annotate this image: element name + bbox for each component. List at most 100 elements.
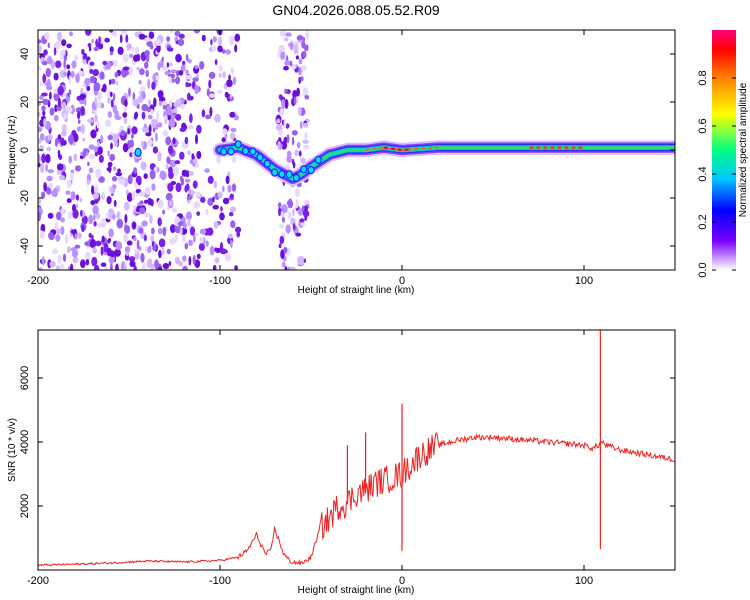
spectrogram-noise-blob	[151, 227, 155, 235]
spectrogram-ridge-blob	[285, 170, 293, 179]
spectrogram-xtick-label: -100	[209, 275, 231, 287]
spectrogram-noise-blob	[56, 228, 61, 235]
spectrogram-noise-blob	[174, 256, 181, 265]
spectrogram-noise-blob	[219, 242, 224, 252]
spectrogram-noise-blob	[148, 258, 153, 268]
spectrogram-noise-blob	[109, 51, 114, 56]
spectrogram-noise-blob	[162, 263, 170, 270]
spectrogram-noise-blob	[38, 111, 41, 118]
spectrogram-noise-blob	[284, 88, 288, 95]
spectrogram-noise-blob	[186, 150, 192, 155]
spectrogram-noise-blob	[109, 153, 116, 162]
spectrogram-noise-blob	[296, 87, 300, 97]
spectrogram-noise-blob	[46, 78, 51, 89]
spectrogram-noise-blob	[66, 179, 72, 189]
spectrogram-noise-blob	[38, 211, 41, 222]
spectrogram-noise-blob	[179, 227, 183, 236]
spectrogram-noise-blob	[132, 92, 136, 101]
spectrogram-noise-blob	[56, 265, 60, 270]
colorbar-gradient	[712, 30, 736, 270]
spectrogram-noise-blob	[214, 247, 218, 252]
spectrogram-noise-blob	[278, 207, 281, 217]
spectrogram-noise-blob	[170, 69, 177, 74]
spectrogram-noise-blob	[152, 245, 157, 251]
spectrogram-noise-blob	[157, 227, 163, 235]
spectrogram-noise-blob	[136, 66, 140, 71]
spectrogram-noise-blob	[88, 167, 94, 174]
spectrogram-noise-blob	[293, 96, 297, 106]
spectrogram-noise-blob	[66, 246, 71, 254]
spectrogram-noise-blob	[49, 260, 56, 268]
spectrogram-noise-blob	[84, 251, 91, 261]
spectrogram-noise-blob	[142, 262, 147, 270]
spectrogram-noise-blob	[80, 209, 83, 217]
spectrogram-noise-blob	[178, 70, 184, 76]
spectrogram-noise-blob	[149, 214, 153, 224]
spectrogram-noise-blob	[68, 31, 74, 37]
spectrogram-noise-blob	[179, 127, 186, 132]
spectrogram-noise-blob	[291, 136, 295, 146]
spectrogram-noise-blob	[231, 154, 237, 163]
spectrogram-noise-blob	[39, 144, 44, 152]
spectrogram-noise-blob	[204, 168, 210, 174]
spectrogram-noise-blob	[230, 67, 235, 75]
spectrogram-noise-blob	[110, 78, 116, 85]
spectrogram-noise-blob	[55, 234, 61, 242]
spectrogram-noise-blob	[135, 175, 142, 184]
spectrogram-noise-blob	[81, 48, 85, 55]
spectrogram-noise-blob	[89, 238, 97, 249]
spectrogram-noise-blob	[178, 33, 185, 39]
spectrogram-noise-blob	[58, 97, 61, 108]
spectrogram-noise-blob	[279, 30, 287, 37]
spectrogram-noise-blob	[144, 186, 151, 195]
spectrogram-noise-blob	[38, 198, 42, 204]
colorbar-tick-label: 0.6	[697, 118, 709, 133]
spectrogram-noise-blob	[82, 137, 86, 142]
spectrogram-noise-blob	[126, 192, 133, 202]
spectrogram-noise-blob	[46, 175, 53, 182]
spectrogram-noise-blob	[88, 154, 96, 159]
spectrogram-noise-blob	[228, 233, 233, 239]
spectrogram-noise-blob	[44, 32, 50, 40]
spectrogram-noise-blob	[289, 266, 296, 270]
spectrogram-noise-blob	[194, 64, 199, 70]
spectrogram-noise-blob	[97, 91, 102, 102]
spectrogram-noise-blob	[114, 248, 121, 257]
spectrogram-noise-blob	[41, 191, 46, 199]
spectrogram-noise-blob	[222, 197, 230, 205]
spectrogram-noise-blob	[49, 91, 52, 100]
spectrogram-noise-blob	[174, 160, 181, 165]
spectrogram-noise-blob	[40, 163, 45, 174]
spectrogram-noise-blob	[158, 249, 162, 259]
spectrogram-noise-blob	[125, 34, 129, 43]
spectrogram-noise-blob	[79, 197, 83, 203]
spectrogram-noise-blob	[62, 124, 66, 133]
spectrogram-noise-blob	[188, 239, 194, 247]
spectrogram-noise-blob	[55, 60, 62, 69]
spectrogram-noise-blob	[38, 39, 42, 44]
spectrogram-noise-blob	[156, 123, 160, 128]
spectrogram-noise-blob	[148, 31, 155, 39]
spectrogram-noise-blob	[196, 150, 202, 160]
spectrogram-noise-blob	[286, 154, 292, 163]
spectrogram-noise-blob	[133, 265, 137, 270]
spectrogram-noise-blob	[107, 161, 113, 168]
spectrogram-noise-blob	[277, 202, 282, 208]
spectrogram-ridge-blob	[227, 147, 235, 156]
spectrogram-noise-blob	[193, 30, 201, 34]
spectrogram-noise-blob	[129, 260, 136, 268]
spectrogram-noise-blob	[109, 211, 113, 220]
spectrogram-noise-blob	[206, 88, 210, 97]
spectrogram-noise-blob	[141, 103, 149, 112]
spectrogram-noise-blob	[199, 228, 207, 235]
spectrogram-noise-blob	[170, 30, 174, 34]
spectrogram-noise-blob	[75, 73, 80, 84]
spectrogram-noise-blob	[139, 200, 144, 205]
spectrogram-noise-blob	[91, 185, 95, 195]
spectrogram-noise-blob	[106, 247, 112, 257]
spectrogram-noise-blob	[111, 256, 116, 262]
spectrogram-noise-blob	[116, 211, 120, 219]
spectrogram-noise-blob	[304, 95, 310, 100]
spectrogram-noise-blob	[230, 239, 233, 249]
spectrogram-noise-blob	[87, 42, 92, 48]
